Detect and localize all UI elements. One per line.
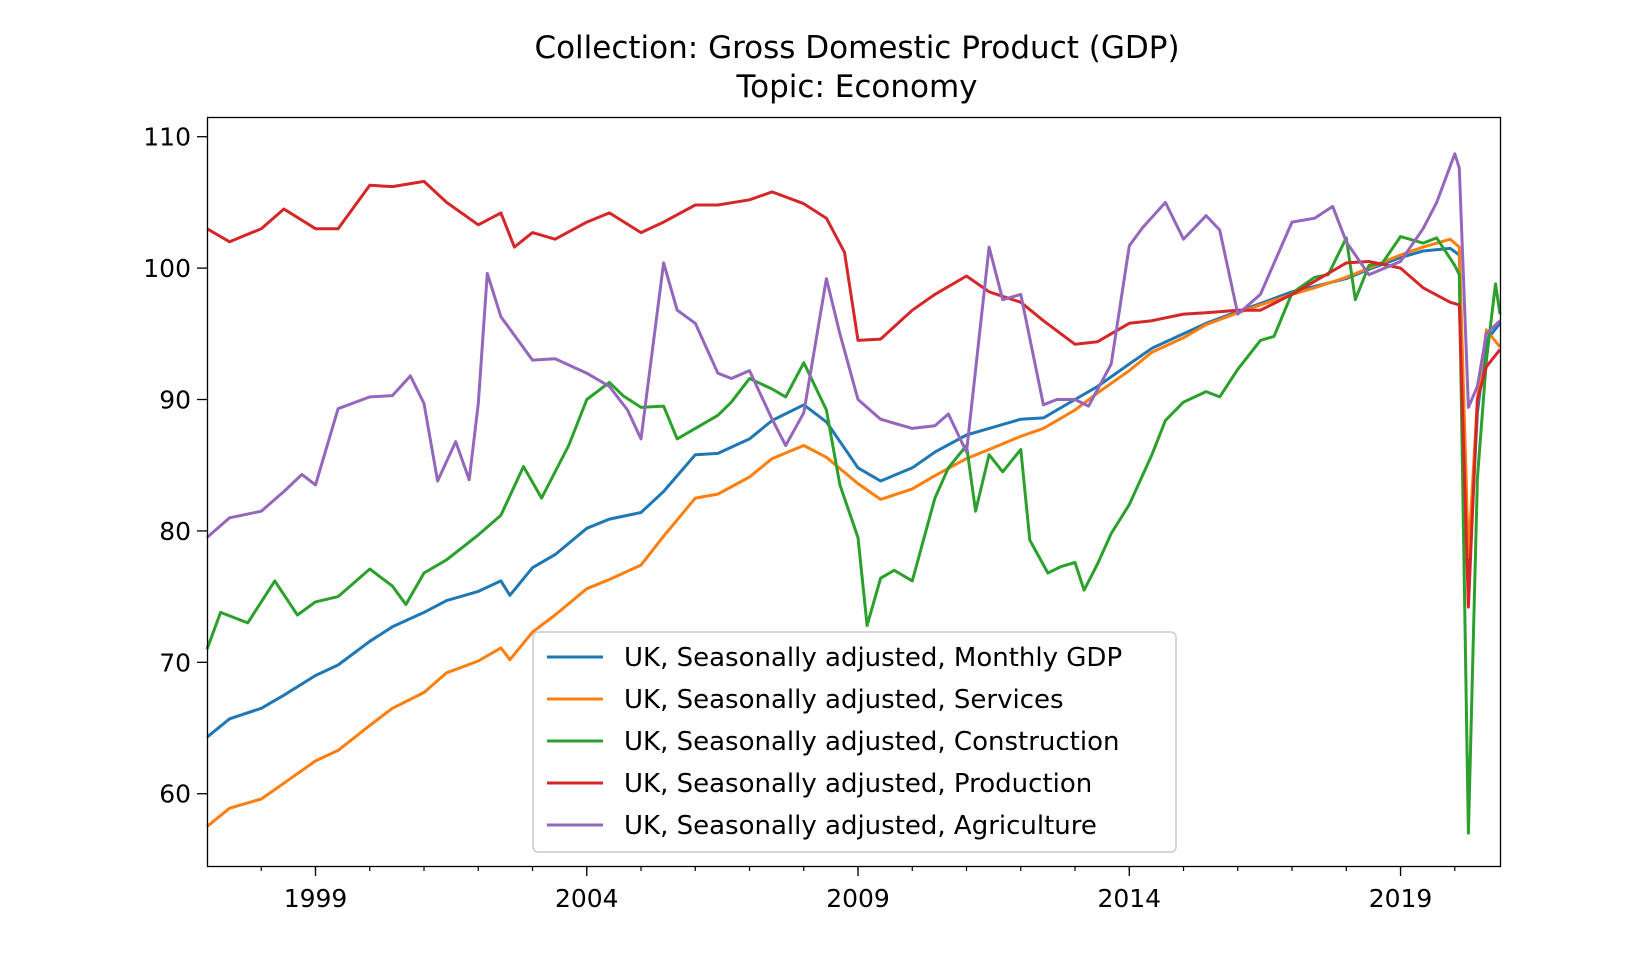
x-tick-label: 2004 <box>555 884 619 913</box>
y-tick-label: 90 <box>159 386 191 415</box>
legend-label: UK, Seasonally adjusted, Production <box>624 769 1092 799</box>
x-tick-label: 2009 <box>826 884 890 913</box>
y-tick-label: 70 <box>159 648 191 677</box>
series-line-3 <box>205 235 1502 835</box>
x-tick-label: 2019 <box>1369 884 1433 913</box>
chart-subtitle: Topic: Economy <box>735 69 977 105</box>
legend-label: UK, Seasonally adjusted, Services <box>624 685 1064 715</box>
series-line-2 <box>206 237 1502 828</box>
y-tick-label: 110 <box>143 123 191 152</box>
x-axis: 1999 2004 2009 2014 2019 <box>260 866 1456 913</box>
legend: UK, Seasonally adjusted, Monthly GDP UK, … <box>532 631 1177 853</box>
x-tick-label: 2014 <box>1097 884 1161 913</box>
chart-title: Collection: Gross Domestic Product (GDP) <box>534 30 1179 66</box>
x-tick-label: 1999 <box>284 884 348 913</box>
series-line-5 <box>206 152 1502 539</box>
y-tick-label: 60 <box>159 780 191 809</box>
legend-label: UK, Seasonally adjusted, Construction <box>624 727 1119 757</box>
y-tick-label: 100 <box>143 254 191 283</box>
legend-label: UK, Seasonally adjusted, Agriculture <box>624 811 1097 841</box>
legend-label: UK, Seasonally adjusted, Monthly GDP <box>624 643 1122 673</box>
series-lines <box>205 152 1502 835</box>
plot-area-frame <box>206 116 1502 868</box>
y-tick-label: 80 <box>159 517 191 546</box>
y-axis: 60 70 80 90 100 110 <box>143 123 207 809</box>
series-line-4 <box>206 179 1502 609</box>
legend-box <box>532 631 1177 853</box>
